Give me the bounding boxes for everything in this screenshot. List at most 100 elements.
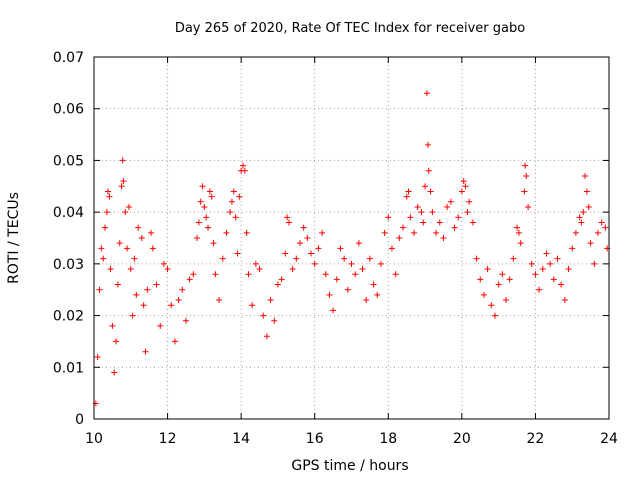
data-point bbox=[168, 302, 175, 309]
data-point bbox=[230, 188, 237, 195]
data-point bbox=[403, 193, 410, 200]
y-tick-label: 0.04 bbox=[53, 205, 84, 221]
data-point bbox=[127, 266, 134, 273]
data-point bbox=[175, 297, 182, 304]
data-point bbox=[142, 348, 149, 355]
data-point bbox=[514, 224, 521, 231]
data-point bbox=[206, 188, 213, 195]
data-point bbox=[197, 198, 204, 205]
data-point bbox=[582, 172, 589, 179]
data-point bbox=[118, 183, 125, 190]
data-point bbox=[194, 235, 200, 241]
y-tick-label: 0.01 bbox=[53, 360, 84, 376]
data-point bbox=[422, 183, 429, 190]
data-point bbox=[440, 235, 447, 241]
data-point bbox=[263, 333, 270, 340]
data-point bbox=[201, 203, 208, 210]
data-point bbox=[102, 224, 109, 231]
data-point bbox=[239, 162, 246, 169]
data-point bbox=[536, 286, 543, 293]
data-point bbox=[392, 271, 399, 278]
data-point bbox=[405, 188, 412, 195]
data-point bbox=[203, 214, 210, 221]
data-point bbox=[451, 224, 458, 231]
data-point bbox=[444, 203, 451, 210]
x-axis-title: GPS time / hours bbox=[291, 458, 408, 474]
data-point bbox=[186, 276, 193, 283]
data-point bbox=[377, 260, 384, 267]
x-tick-labels: 10 12 14 16 18 20 22 24 bbox=[85, 431, 618, 447]
plot-frame bbox=[93, 56, 610, 420]
data-point bbox=[418, 209, 425, 216]
data-point bbox=[370, 281, 377, 288]
x-tick-label: 14 bbox=[232, 431, 250, 447]
data-point bbox=[411, 229, 418, 236]
data-point bbox=[447, 198, 454, 205]
data-point bbox=[433, 229, 440, 236]
data-point bbox=[256, 266, 263, 273]
data-point bbox=[271, 317, 278, 324]
data-point bbox=[293, 255, 300, 262]
data-point bbox=[138, 235, 145, 241]
x-tick-label: 20 bbox=[453, 431, 471, 447]
data-point bbox=[396, 235, 403, 241]
data-point bbox=[199, 183, 206, 190]
data-point bbox=[223, 229, 230, 236]
data-point bbox=[252, 260, 259, 267]
data-point bbox=[491, 312, 498, 319]
data-point bbox=[473, 255, 480, 262]
data-point bbox=[153, 281, 160, 288]
data-point bbox=[528, 260, 535, 267]
data-point bbox=[119, 157, 126, 164]
data-point bbox=[420, 219, 427, 226]
data-point bbox=[260, 312, 267, 319]
data-point bbox=[522, 162, 529, 169]
data-point bbox=[106, 193, 113, 200]
data-point bbox=[210, 240, 217, 247]
data-point bbox=[558, 281, 565, 288]
data-point bbox=[359, 266, 366, 273]
axis-ticks bbox=[93, 56, 610, 420]
data-point bbox=[515, 229, 522, 236]
data-point bbox=[521, 188, 528, 195]
data-point bbox=[337, 245, 344, 252]
grid-lines bbox=[94, 57, 609, 419]
data-point bbox=[179, 286, 186, 293]
data-point bbox=[602, 224, 609, 231]
data-point bbox=[374, 291, 381, 298]
data-point bbox=[488, 302, 495, 309]
data-point bbox=[245, 271, 252, 278]
data-point bbox=[133, 291, 140, 298]
data-point bbox=[455, 214, 462, 221]
data-point bbox=[122, 209, 129, 216]
data-point bbox=[499, 271, 506, 278]
data-point bbox=[157, 322, 164, 329]
data-point bbox=[94, 353, 101, 360]
data-point bbox=[308, 250, 315, 257]
data-point bbox=[113, 338, 120, 345]
data-point bbox=[278, 276, 285, 283]
x-tick-label: 10 bbox=[85, 431, 103, 447]
data-point bbox=[103, 209, 110, 216]
data-point bbox=[241, 167, 248, 174]
y-tick-label: 0.06 bbox=[53, 102, 84, 118]
data-point bbox=[348, 260, 355, 267]
data-point bbox=[363, 297, 370, 304]
data-point bbox=[407, 214, 414, 221]
data-point bbox=[274, 281, 281, 288]
x-tick-label: 16 bbox=[306, 431, 324, 447]
data-point bbox=[322, 271, 329, 278]
data-point bbox=[460, 178, 467, 185]
data-point bbox=[480, 291, 487, 298]
data-point bbox=[114, 281, 121, 288]
data-point bbox=[594, 229, 601, 236]
data-point bbox=[495, 281, 502, 288]
data-point bbox=[355, 240, 362, 247]
data-point bbox=[149, 245, 156, 252]
data-point bbox=[572, 229, 579, 236]
data-point bbox=[414, 203, 421, 210]
data-point bbox=[554, 255, 561, 262]
data-point bbox=[100, 255, 107, 262]
data-point bbox=[182, 317, 189, 324]
data-point bbox=[333, 276, 340, 283]
